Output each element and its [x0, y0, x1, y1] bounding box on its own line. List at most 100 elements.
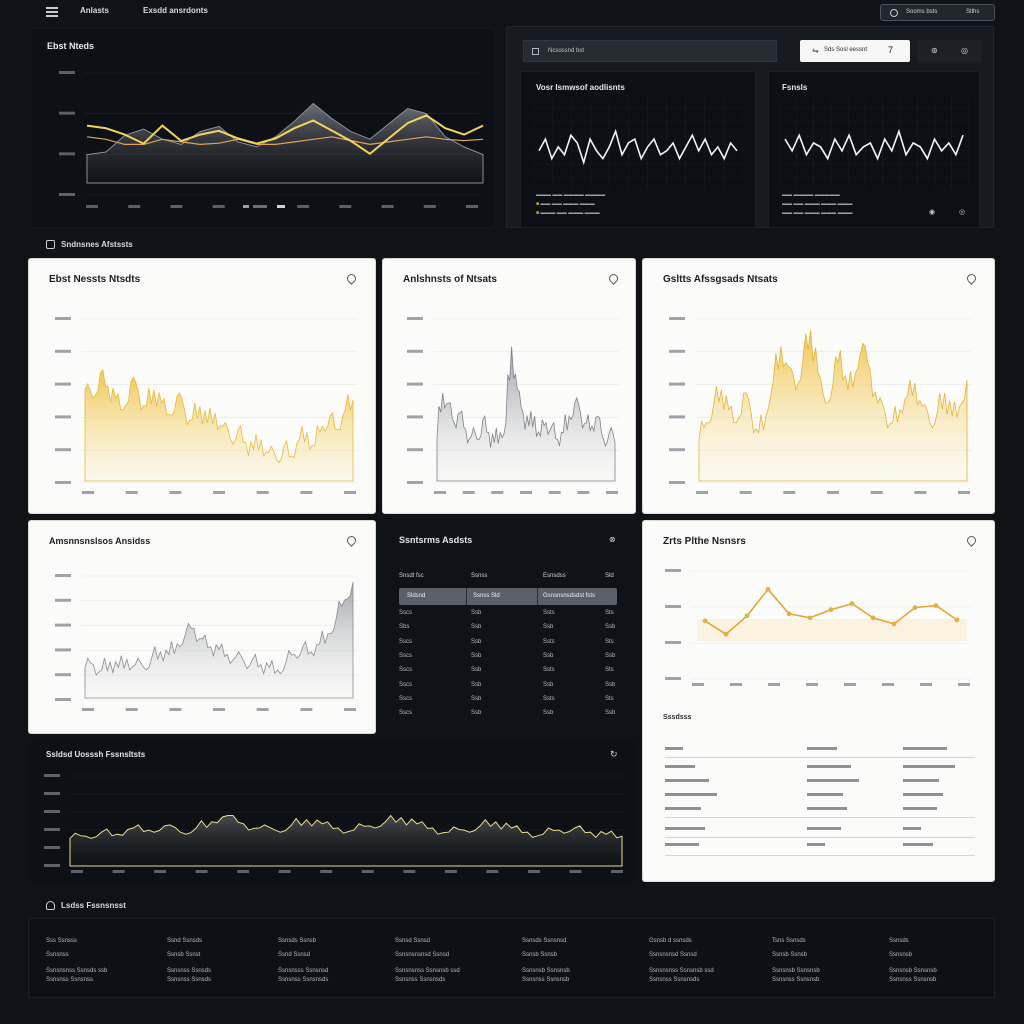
- table-header-2[interactable]: Ssnss: [471, 573, 488, 579]
- footer-item[interactable]: Ssnsnss: [46, 952, 69, 958]
- footer-item[interactable]: Ssnsds Ssnsb: [278, 938, 317, 944]
- footer-item[interactable]: Ssnsd Ssnsd: [395, 938, 431, 944]
- x-tick-label: [82, 491, 94, 494]
- data-point[interactable]: [702, 618, 708, 624]
- table-row[interactable]: Sscs Ssb Ssts Sts: [399, 667, 619, 679]
- data-point[interactable]: [786, 611, 792, 617]
- table-header-3[interactable]: Esnsdss: [543, 573, 566, 579]
- footer-item[interactable]: Ssnsnsb Ssnsnsb: [772, 968, 820, 974]
- target-icon[interactable]: ◎: [961, 46, 968, 55]
- footer-item[interactable]: Ssnsnss Ssnsnsb: [889, 977, 937, 983]
- filter-icon: ⇋: [812, 46, 819, 55]
- footer-item[interactable]: Ssnsnss Ssnsnsds: [278, 977, 329, 983]
- data-point[interactable]: [807, 615, 813, 621]
- table-cell: Sscs: [399, 710, 413, 717]
- data-point[interactable]: [828, 607, 834, 613]
- footer-item[interactable]: Ssnsnsnsnsd Ssnsd: [395, 952, 450, 958]
- settings-icon[interactable]: ⊛: [931, 46, 938, 55]
- footer-item[interactable]: Ssnsnsb: [889, 952, 913, 958]
- footer-item[interactable]: Ssnsnsss Ssnsnsd: [278, 968, 329, 974]
- x-tick-label: [169, 491, 182, 494]
- data-point[interactable]: [849, 601, 855, 606]
- footer-item[interactable]: Ssnsnss Ssnsnss: [46, 977, 94, 983]
- refresh-icon[interactable]: ↻: [610, 749, 618, 759]
- data-point[interactable]: [870, 615, 876, 621]
- y-tick-label: [55, 574, 71, 577]
- footer-item[interactable]: Ssnsnsnss Ssnsds ssb: [46, 968, 108, 974]
- bottom-chart-panel: Ssldsd Uosssh Fssnsltsts ↻: [30, 740, 636, 882]
- footer-item[interactable]: Ssnsb Ssnsb: [772, 952, 808, 958]
- search-input[interactable]: Ncsossnd bst: [548, 48, 585, 54]
- data-point[interactable]: [744, 613, 750, 619]
- footer-item[interactable]: Ssnd Ssnsd: [278, 952, 311, 958]
- x-tick-label: [320, 870, 333, 873]
- data-point[interactable]: [954, 617, 960, 623]
- x-tick-label: [256, 491, 269, 494]
- footer-item[interactable]: Ssnsnsnsd Ssnsd: [649, 952, 697, 958]
- mini-chart-b: [779, 98, 969, 188]
- footer-item[interactable]: Ssnd Ssnsds: [167, 938, 203, 944]
- footer-item[interactable]: Ssnsnss Ssnsnsds: [395, 977, 446, 983]
- table-cell: Sbs: [399, 624, 410, 631]
- table-row[interactable]: Sscs Ssb Ssb Ssb: [399, 653, 619, 665]
- card-1-info-icon[interactable]: [345, 272, 358, 285]
- table-cell: Ssb: [471, 710, 482, 717]
- table-cell: Ssb: [471, 610, 482, 616]
- footer-item[interactable]: Ssnsnss Ssnsnsb: [772, 977, 820, 983]
- bell-icon: [46, 901, 55, 910]
- filter-button[interactable]: ⇋ Sds Sosl eessnt 7: [800, 40, 910, 62]
- footer-item[interactable]: Tsns Ssnsds: [772, 938, 806, 944]
- prev-icon[interactable]: ◉: [929, 209, 936, 216]
- chart-card-4: Amsnnsnslsos Ansidss: [28, 520, 376, 734]
- footer-item[interactable]: Sss Ssnsss: [46, 938, 78, 944]
- footer-item[interactable]: Gsnsb d ssnsds: [649, 938, 692, 944]
- footer-item[interactable]: Ssnsb Ssnst: [167, 952, 201, 958]
- footer-item[interactable]: Ssnsds: [889, 938, 909, 944]
- data-point[interactable]: [765, 586, 771, 592]
- footer-item[interactable]: Ssnsnsb Ssnsnsb: [522, 968, 570, 974]
- footer-item[interactable]: Ssnsnsnss Ssnsnsb ssd: [395, 968, 460, 974]
- table-header-1[interactable]: Snsdt fsc: [399, 573, 424, 579]
- next-icon[interactable]: ◎: [959, 209, 966, 216]
- x-tick-label: [71, 870, 83, 873]
- nav-link-analytics[interactable]: Anlasts: [80, 6, 109, 15]
- card-2-info-icon[interactable]: [607, 272, 620, 285]
- footer-item[interactable]: Ssnsnsb Ssnsnsb: [889, 968, 937, 974]
- table-row[interactable]: Sbs Ssb Ssb Ssb: [399, 624, 619, 636]
- table-cell: Sts: [605, 610, 614, 616]
- table-row[interactable]: Sscs Ssb Ssts Sts: [399, 610, 619, 622]
- footer-item[interactable]: Ssnsnss Ssnsnsb: [522, 977, 570, 983]
- table-row[interactable]: Sscs Ssb Ssb Ssb: [399, 710, 619, 722]
- footer-item[interactable]: Ssnsnsnss Ssnsnsb ssd: [649, 968, 714, 974]
- table-row[interactable]: Sscs Ssb Ssb Ssb: [399, 682, 619, 694]
- footer-item[interactable]: Ssnsds Ssnsnsd: [522, 938, 567, 944]
- footer-item[interactable]: Ssnsb Ssnsb: [522, 952, 558, 958]
- hamburger-icon[interactable]: [46, 7, 58, 17]
- nav-link-exports[interactable]: Exsdd ansrdonts: [143, 6, 208, 15]
- footer-item[interactable]: Ssnsnss Ssnsnsds: [649, 977, 700, 983]
- card-3-info-icon[interactable]: [965, 272, 978, 285]
- table-header-4[interactable]: Sld: [605, 573, 614, 579]
- table-row[interactable]: Sscs Ssb Ssts Sts: [399, 639, 619, 651]
- data-point[interactable]: [891, 621, 897, 627]
- y-tick-label: [55, 481, 71, 484]
- table-row[interactable]: Sscs Ssb Ssts Sts: [399, 696, 619, 708]
- account-button[interactable]: Sooms bsts Stlhs: [880, 4, 995, 21]
- card-4-info-icon[interactable]: [345, 534, 358, 547]
- list-bar: [903, 747, 947, 750]
- data-point[interactable]: [912, 605, 918, 611]
- card-2-title: Anlshnsts of Ntsats: [403, 274, 497, 285]
- table-cell: Sscs: [399, 681, 413, 688]
- data-point[interactable]: [933, 603, 939, 608]
- footer-item[interactable]: Ssnsnss Ssnsds: [167, 968, 212, 974]
- table-card-icon[interactable]: ⊗: [609, 535, 616, 544]
- data-point[interactable]: [723, 631, 729, 637]
- y-tick-label: [665, 641, 681, 644]
- table-selected-row[interactable]: Sldsnd Ssnss Sld Gsnsnsnsdsdst fsts: [399, 588, 617, 605]
- footer-item[interactable]: Ssnsnss Ssnsds: [167, 977, 212, 983]
- y-tick-label: [55, 382, 71, 386]
- table-cell: Ssb: [605, 710, 616, 717]
- card-6-info-icon[interactable]: [965, 534, 978, 547]
- search-bar[interactable]: Ncsossnd bst: [523, 40, 777, 62]
- x-tick-label: [423, 205, 436, 208]
